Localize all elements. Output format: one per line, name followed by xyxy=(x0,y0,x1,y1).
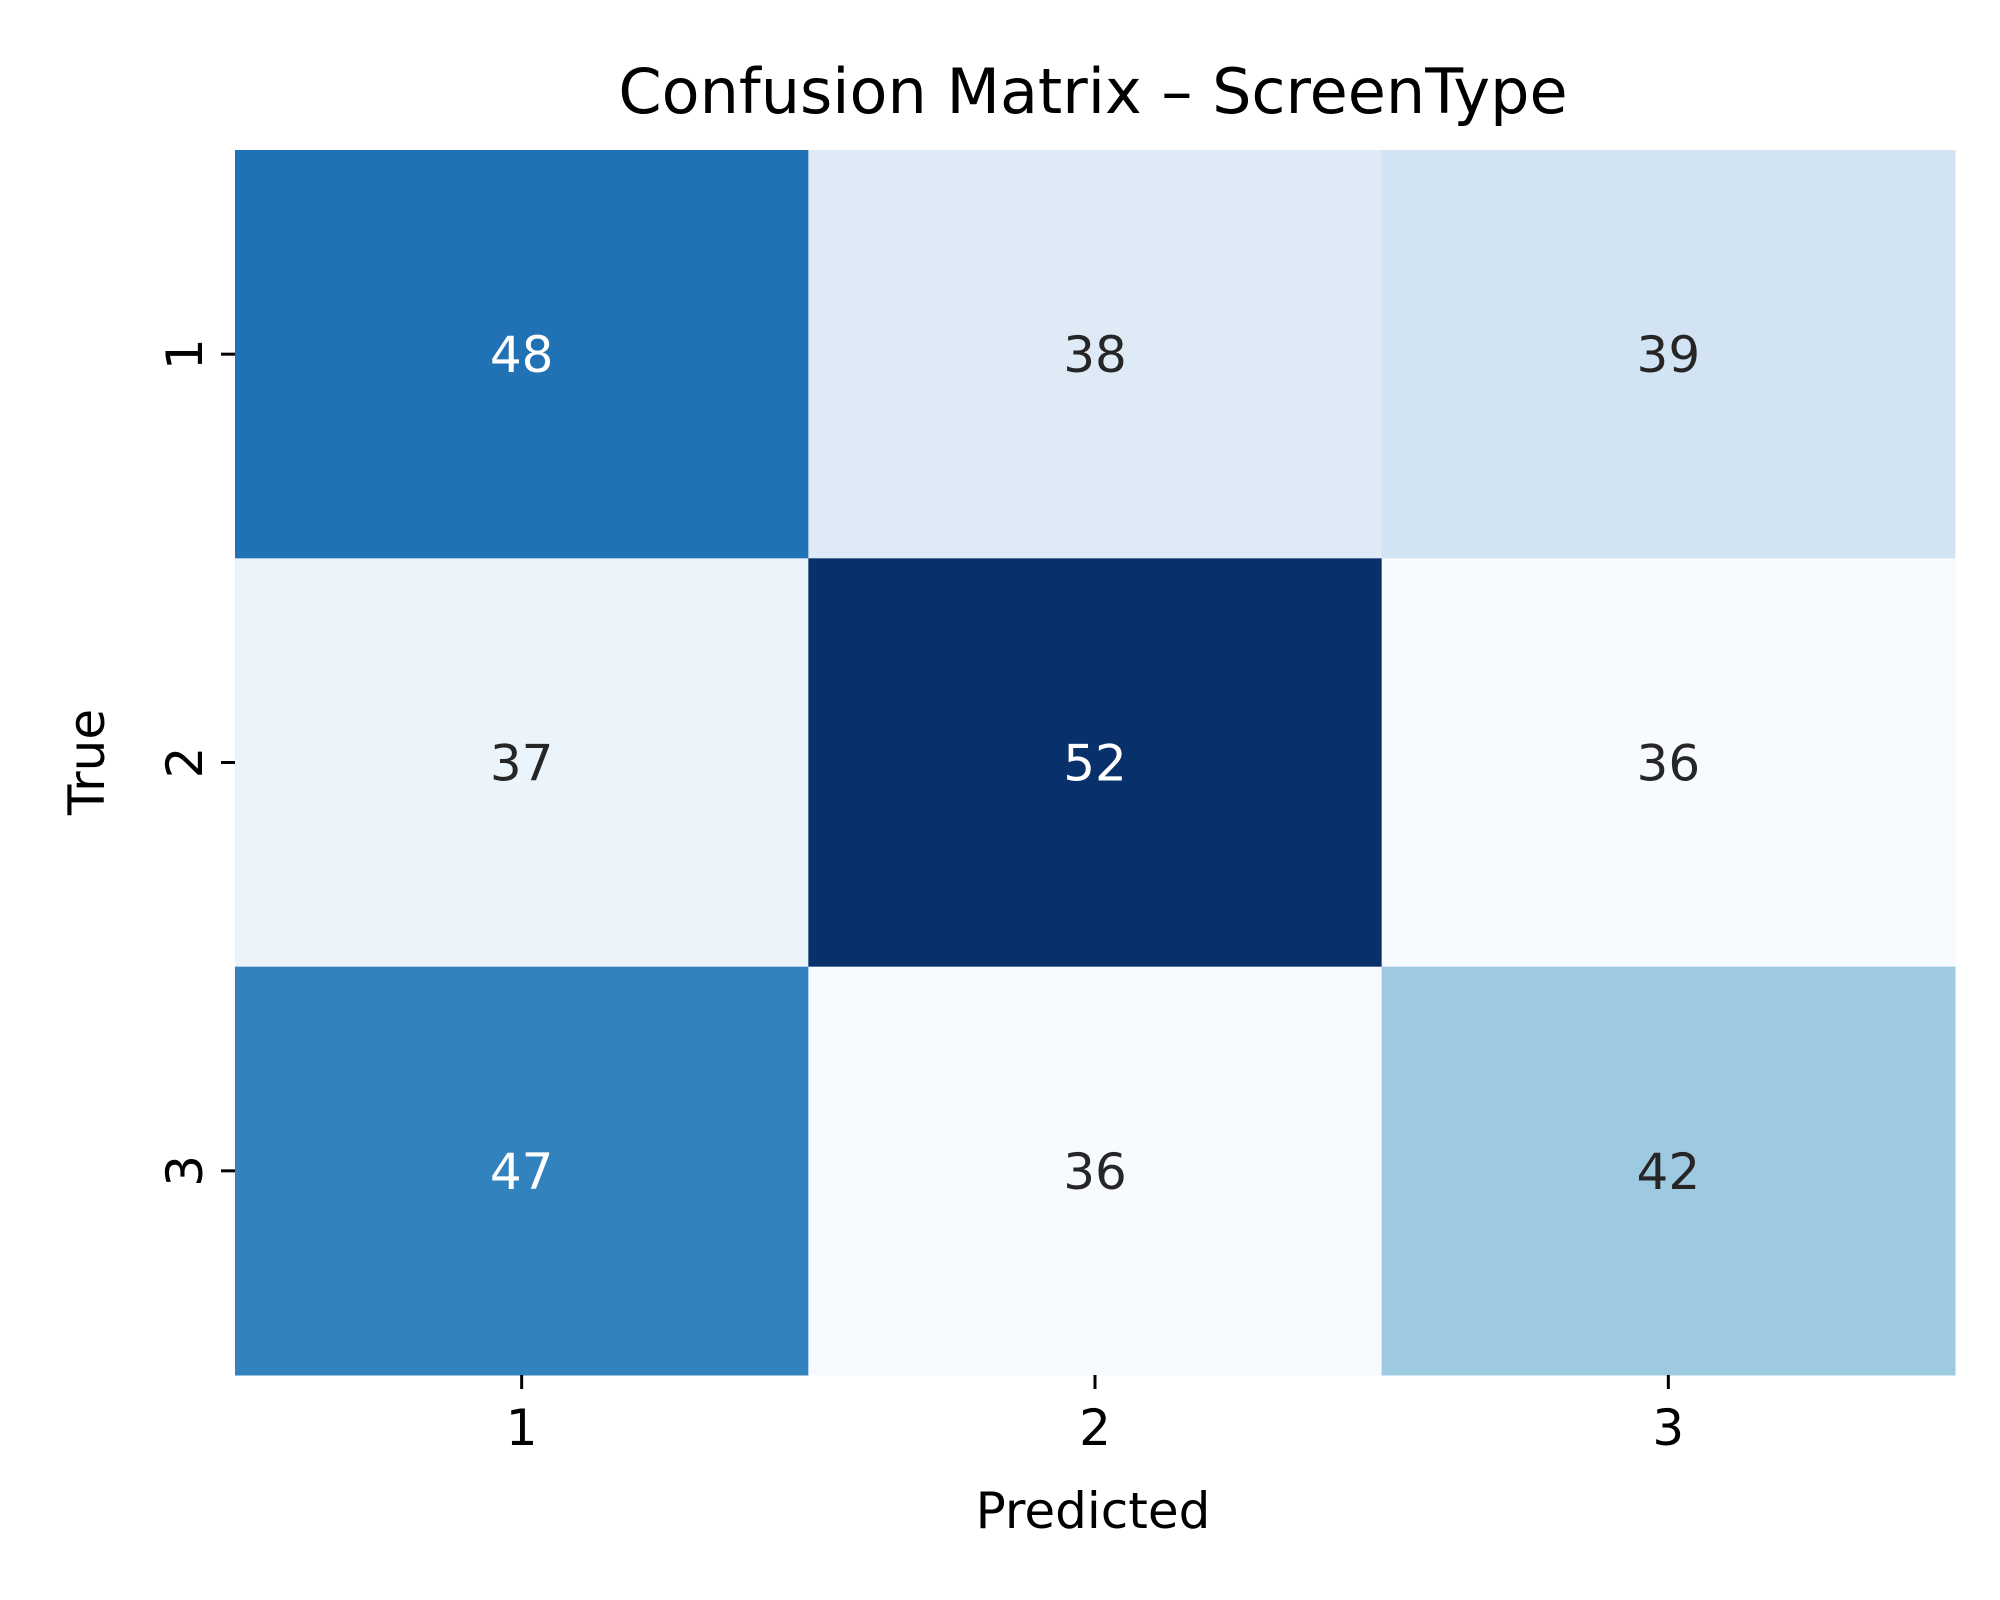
cell-value-label-r1-c3: 39 xyxy=(1637,326,1701,384)
cell-value-label-r2-c3: 36 xyxy=(1637,735,1701,793)
heatmap-cell-r2-c2 xyxy=(808,558,1383,968)
x-tick-label-2: 2 xyxy=(1079,1399,1111,1457)
cell-value-label-r3-c1: 47 xyxy=(490,1143,554,1201)
cell-value-label-r3-c3: 42 xyxy=(1637,1143,1701,1201)
heatmap-cell-r2-c1 xyxy=(235,558,809,968)
chart-title: Confusion Matrix – ScreenType xyxy=(618,55,1567,128)
y-axis-ticks: 1 2 3 xyxy=(156,338,235,1187)
heatmap-cell-r3-c1 xyxy=(235,966,809,1376)
heatmap-cell-labels: 48 38 39 37 52 36 47 36 42 xyxy=(490,326,1700,1201)
heatmap-cell-r1-c1 xyxy=(235,150,809,559)
heatmap-cell-r1-c2 xyxy=(808,150,1383,559)
x-axis-ticks: 1 2 3 xyxy=(506,1375,1684,1457)
y-tick-label-2: 2 xyxy=(156,747,214,779)
y-axis-label: True xyxy=(58,709,116,816)
cell-value-label-r1-c2: 38 xyxy=(1063,326,1127,384)
x-tick-label-3: 3 xyxy=(1652,1399,1684,1457)
cell-value-label-r2-c2: 52 xyxy=(1063,735,1127,793)
heatmap-cells xyxy=(235,150,1956,1376)
x-tick-label-1: 1 xyxy=(506,1399,538,1457)
heatmap-cell-r3-c3 xyxy=(1381,966,1956,1376)
y-tick-label-1: 1 xyxy=(156,338,214,370)
x-axis-label: Predicted xyxy=(976,1482,1211,1540)
heatmap-cell-r2-c3 xyxy=(1381,558,1956,968)
cell-value-label-r1-c1: 48 xyxy=(490,326,554,384)
heatmap-cell-r1-c3 xyxy=(1381,150,1956,559)
y-tick-label-3: 3 xyxy=(156,1155,214,1187)
heatmap-cell-r3-c2 xyxy=(808,966,1383,1376)
cell-value-label-r2-c1: 37 xyxy=(490,735,554,793)
cell-value-label-r3-c2: 36 xyxy=(1063,1143,1127,1201)
